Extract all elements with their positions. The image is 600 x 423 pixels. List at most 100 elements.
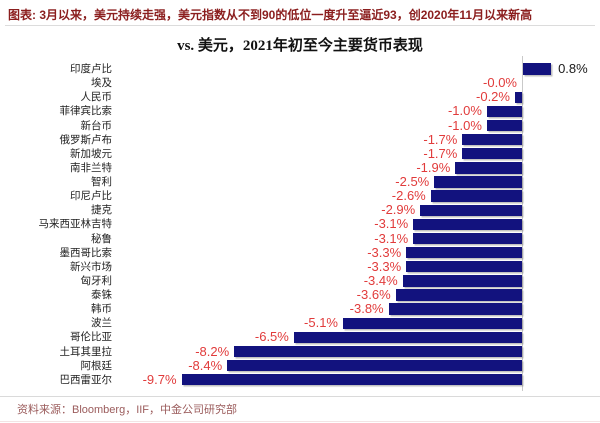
value-label: -8.4% [188, 357, 223, 373]
chart-row: 泰铢 -3.6% [0, 287, 600, 302]
bar [395, 289, 522, 301]
category-label: 波兰 [91, 317, 112, 330]
chart-row: 印尼卢比 -2.6% [0, 188, 600, 204]
chart-row: 俄罗斯卢布 -1.7% [0, 131, 600, 147]
chart-row: 墨西哥比索 -3.3% [0, 244, 600, 260]
category-label: 阿根廷 [80, 359, 113, 372]
category-label: 巴西雷亚尔 [59, 373, 113, 386]
chart-row: 巴西雷亚尔 -9.7% [0, 371, 600, 387]
chart-row: 韩币 -3.8% [0, 301, 600, 317]
bottom-edge-line [0, 421, 600, 422]
chart-row: 智利 -2.5% [0, 174, 600, 189]
bar-chart: 印度卢比 0.8% 埃及 -0.0% 人民币 -0.2% 菲律宾比索 -1.0% 新台币 -1.0… [0, 61, 600, 388]
value-label: -0.2% [476, 89, 510, 105]
chart-row: 波兰 -5.1% [0, 316, 600, 330]
category-label: 新兴市场 [70, 260, 112, 273]
chart-row: 新加坡元 -1.7% [0, 145, 600, 161]
header-divider [5, 25, 595, 26]
source-note: 资料来源：Bloomberg，IIF，中金公司研究部 [17, 404, 238, 416]
bar [486, 105, 522, 118]
chart-row: 人民币 -0.2% [0, 90, 600, 104]
value-label: -1.7% [423, 145, 458, 161]
category-label: 人民币 [80, 91, 113, 104]
value-label: -2.6% [391, 188, 426, 204]
chart-row: 匈牙利 -3.4% [0, 272, 600, 288]
zero-axis-line [522, 56, 523, 391]
chart-row: 秘鲁 -3.1% [0, 230, 600, 246]
value-label: -0.0% [483, 75, 517, 91]
value-label: -6.5% [254, 329, 289, 345]
figure-caption: 图表: 3月以来，美元持续走强，美元指数从不到90的低位一度升至逼近93，创20… [8, 8, 533, 22]
value-label: -3.6% [356, 287, 391, 302]
bar [462, 148, 522, 160]
category-label: 智利 [91, 176, 112, 188]
bar [406, 261, 522, 273]
category-label: 印尼卢比 [70, 190, 112, 203]
bar [462, 133, 522, 146]
category-label: 马来西亚林吉特 [38, 218, 113, 231]
category-label: 泰铢 [91, 289, 112, 301]
value-label: -5.1% [304, 315, 338, 331]
bar [388, 303, 522, 315]
chart-title: vs. 美元，2021年初至今主要货币表现 [177, 38, 423, 54]
category-label: 匈牙利 [80, 274, 113, 287]
value-label: -3.3% [367, 258, 402, 274]
bar [293, 331, 522, 344]
chart-row: 印度卢比 0.8% [0, 61, 600, 76]
category-label: 韩币 [91, 303, 112, 316]
footer-divider [0, 396, 600, 397]
value-label: -8.2% [195, 343, 230, 359]
category-label: 南非兰特 [70, 161, 112, 174]
chart-row: 菲律宾比索 -1.0% [0, 104, 600, 118]
chart-row: 马来西亚林吉特 -3.1% [0, 217, 600, 231]
category-label: 印度卢比 [70, 63, 112, 75]
bar [420, 204, 522, 216]
value-label: -3.3% [367, 244, 402, 260]
value-label: -2.5% [395, 174, 430, 189]
value-label: -1.0% [447, 117, 482, 133]
bar [514, 91, 522, 103]
bar [402, 275, 522, 287]
category-label: 捷克 [91, 204, 112, 217]
bar [413, 232, 522, 245]
chart-row: 土耳其里拉 -8.2% [0, 343, 600, 359]
category-label: 土耳其里拉 [59, 345, 113, 358]
chart-row: 埃及 -0.0% [0, 75, 600, 91]
category-label: 新加坡元 [70, 147, 112, 160]
chart-row: 捷克 -2.9% [0, 203, 600, 217]
bar [234, 345, 522, 358]
bar [413, 218, 522, 231]
category-label: 新台币 [80, 119, 113, 132]
chart-row: 南非兰特 -1.9% [0, 159, 600, 175]
bar [486, 119, 522, 132]
value-label: -3.8% [349, 301, 384, 317]
bar [430, 190, 522, 202]
bar [342, 317, 522, 329]
value-label: -1.0% [447, 103, 482, 119]
value-label: 0.8% [558, 61, 588, 76]
value-label: -3.4% [363, 272, 398, 288]
category-label: 菲律宾比索 [59, 105, 113, 118]
value-label: -3.1% [374, 230, 409, 246]
category-label: 墨西哥比索 [59, 246, 113, 259]
bar [227, 359, 522, 372]
bar [434, 176, 522, 188]
category-label: 哥伦比亚 [70, 331, 112, 344]
value-label: -1.7% [423, 131, 458, 147]
value-label: -2.9% [381, 202, 416, 218]
category-label: 俄罗斯卢布 [59, 133, 113, 146]
category-label: 埃及 [91, 77, 112, 90]
bar [455, 162, 522, 174]
chart-row: 新兴市场 -3.3% [0, 258, 600, 274]
bar [406, 246, 522, 259]
bar [181, 374, 522, 386]
chart-row: 新台币 -1.0% [0, 117, 600, 133]
chart-row: 哥伦比亚 -6.5% [0, 330, 600, 344]
bar [523, 63, 552, 75]
value-label: -3.1% [374, 216, 409, 232]
chart-row: 阿根廷 -8.4% [0, 357, 600, 373]
category-label: 秘鲁 [91, 232, 112, 245]
value-label: -9.7% [142, 371, 177, 387]
value-label: -1.9% [416, 159, 451, 175]
